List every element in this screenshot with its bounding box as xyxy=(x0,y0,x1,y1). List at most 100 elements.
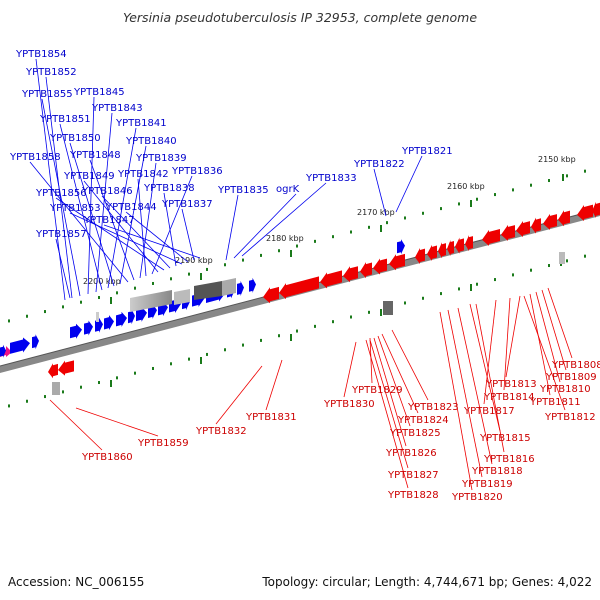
leader-line xyxy=(83,180,159,273)
gene-label-forward: YPTB1844 xyxy=(105,202,157,213)
rna-feature xyxy=(383,301,393,315)
gene-arrow xyxy=(32,334,39,350)
gene-label-forward: YPTB1856 xyxy=(35,188,87,199)
tick-mark xyxy=(98,296,100,300)
tick-mark xyxy=(332,320,334,324)
gene-label-forward: YPTB1848 xyxy=(69,150,121,161)
major-tick xyxy=(110,380,112,387)
leader-line xyxy=(391,329,429,401)
tick-mark xyxy=(494,278,496,282)
tick-mark xyxy=(476,282,478,286)
tick-mark xyxy=(224,263,226,267)
tick-mark xyxy=(296,244,298,248)
major-tick xyxy=(470,284,472,291)
tick-mark xyxy=(404,216,406,220)
leader-line xyxy=(369,337,373,384)
major-tick xyxy=(470,200,472,207)
tick-mark xyxy=(260,253,262,257)
tick-mark xyxy=(584,254,586,258)
tick-mark xyxy=(314,324,316,328)
scale-label-2200: 2200 kbp xyxy=(83,277,121,286)
tick-mark xyxy=(152,281,154,285)
gene-arrow xyxy=(397,239,405,255)
leader-line xyxy=(181,208,195,261)
leader-line xyxy=(381,333,419,414)
gene-label-reverse: YPTB1819 xyxy=(461,479,513,490)
reverse-strand-genes xyxy=(48,201,600,379)
topology-text: Topology: circular; Length: 4,744,671 bp… xyxy=(261,575,592,589)
tick-mark xyxy=(458,287,460,291)
leader-line xyxy=(369,339,409,469)
gene-label-reverse: YPTB1859 xyxy=(137,438,189,449)
leader-line xyxy=(75,407,159,437)
scale-label-2150: 2150 kbp xyxy=(538,155,576,164)
rna-feature xyxy=(194,281,222,300)
tick-mark xyxy=(242,258,244,262)
leader-line xyxy=(373,337,407,447)
scale-label-2190: 2190 kbp xyxy=(175,256,213,265)
tick-mark xyxy=(188,357,190,361)
leader-line xyxy=(69,212,183,265)
gene-arrow xyxy=(343,266,358,283)
gene-label-forward: YPTB1837 xyxy=(161,199,213,210)
gene-arrow xyxy=(543,213,557,230)
gene-arrow xyxy=(58,360,74,376)
gene-label-forward: YPTB1851 xyxy=(39,114,91,125)
gene-label-forward: YPTB1850 xyxy=(49,133,101,144)
tick-mark xyxy=(350,315,352,319)
tick-mark xyxy=(368,225,370,229)
tick-mark xyxy=(170,277,172,281)
tick-mark xyxy=(134,286,136,290)
gene-label-forward: YPTB1835 xyxy=(217,185,269,196)
gene-label-reverse: YPTB1824 xyxy=(397,415,449,426)
gene-label-reverse: YPTB1832 xyxy=(195,426,247,437)
tick-mark xyxy=(260,338,262,342)
tick-mark xyxy=(152,366,154,370)
leader-line xyxy=(395,155,423,213)
gene-label-reverse: YPTB1825 xyxy=(389,428,441,439)
major-tick xyxy=(290,334,292,341)
tick-mark xyxy=(62,390,64,394)
tick-mark xyxy=(44,310,46,314)
gene-label-forward: YPTB1845 xyxy=(73,87,125,98)
leader-line xyxy=(59,123,103,291)
gene-arrow xyxy=(516,220,530,237)
leader-line xyxy=(55,238,71,299)
tick-mark xyxy=(44,395,46,399)
gene-arrow xyxy=(455,237,464,254)
gene-label-forward: YPTB1833 xyxy=(305,173,357,184)
gene-arrow xyxy=(279,276,319,300)
scale-labels: 2150 kbp 2160 kbp 2170 kbp 2180 kbp 2190… xyxy=(83,155,576,286)
leader-line xyxy=(547,287,573,359)
tick-mark xyxy=(206,267,208,271)
leader-line xyxy=(35,58,66,301)
tick-mark xyxy=(512,188,514,192)
major-tick xyxy=(380,225,382,232)
tick-mark xyxy=(476,197,478,201)
gene-arrow xyxy=(447,239,454,256)
major-tick xyxy=(110,297,112,304)
gene-label-reverse: YPTB1829 xyxy=(351,385,403,396)
gene-arrow xyxy=(389,253,405,271)
tick-mark xyxy=(386,221,388,225)
rna-feature xyxy=(174,289,190,305)
scale-label-2160: 2160 kbp xyxy=(447,182,485,191)
gene-label-forward: YPTB1843 xyxy=(91,103,143,114)
tick-mark xyxy=(584,169,586,173)
tick-mark xyxy=(422,211,424,215)
leader-line xyxy=(139,162,157,279)
tick-mark xyxy=(278,334,280,338)
leader-line xyxy=(137,178,147,277)
gene-label-reverse: YPTB1818 xyxy=(471,466,523,477)
tick-mark xyxy=(134,371,136,375)
rna-feature xyxy=(96,312,99,322)
gene-arrow xyxy=(592,201,600,218)
tick-mark xyxy=(548,264,550,268)
leader-line xyxy=(535,291,561,383)
tick-mark xyxy=(440,207,442,211)
leader-line xyxy=(505,295,521,378)
gene-arrow xyxy=(465,235,473,252)
leader-line xyxy=(41,98,81,297)
tick-mark xyxy=(242,343,244,347)
